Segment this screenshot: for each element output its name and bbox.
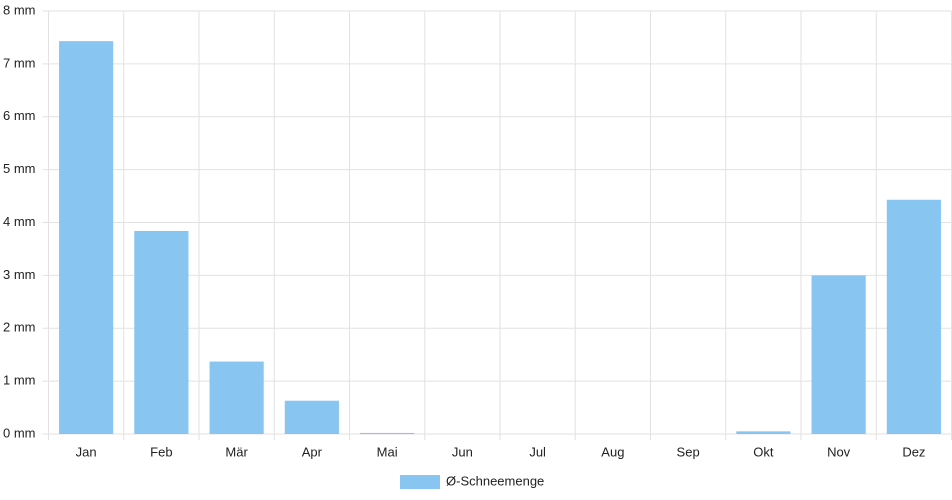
bar (811, 275, 866, 434)
bar (59, 41, 114, 435)
x-tick-label: Mär (225, 444, 248, 459)
bar (736, 431, 791, 434)
y-tick-label: 6 mm (3, 108, 36, 123)
y-tick-label: 7 mm (3, 55, 36, 70)
x-tick-label: Mai (377, 444, 398, 459)
bar (284, 400, 339, 434)
y-tick-label: 4 mm (3, 214, 36, 229)
x-tick-label: Dez (902, 444, 925, 459)
bar (209, 361, 264, 434)
x-tick-label: Nov (827, 444, 851, 459)
x-tick-label: Aug (601, 444, 624, 459)
bar (134, 230, 189, 434)
y-tick-label: 5 mm (3, 161, 36, 176)
y-tick-label: 2 mm (3, 320, 36, 335)
legend-label: Ø-Schneemenge (446, 473, 544, 488)
y-tick-label: 3 mm (3, 267, 36, 282)
x-tick-label: Jul (529, 444, 546, 459)
y-tick-label: 8 mm (3, 2, 36, 17)
x-tick-label: Jan (76, 444, 97, 459)
x-tick-label: Jun (452, 444, 473, 459)
y-tick-label: 0 mm (3, 425, 36, 440)
x-tick-label: Apr (302, 444, 323, 459)
bar (886, 199, 941, 434)
y-tick-label: 1 mm (3, 373, 36, 388)
x-tick-label: Sep (677, 444, 700, 459)
x-tick-label: Feb (150, 444, 172, 459)
x-tick-label: Okt (753, 444, 774, 459)
bar (360, 432, 415, 434)
legend-swatch (400, 475, 440, 489)
